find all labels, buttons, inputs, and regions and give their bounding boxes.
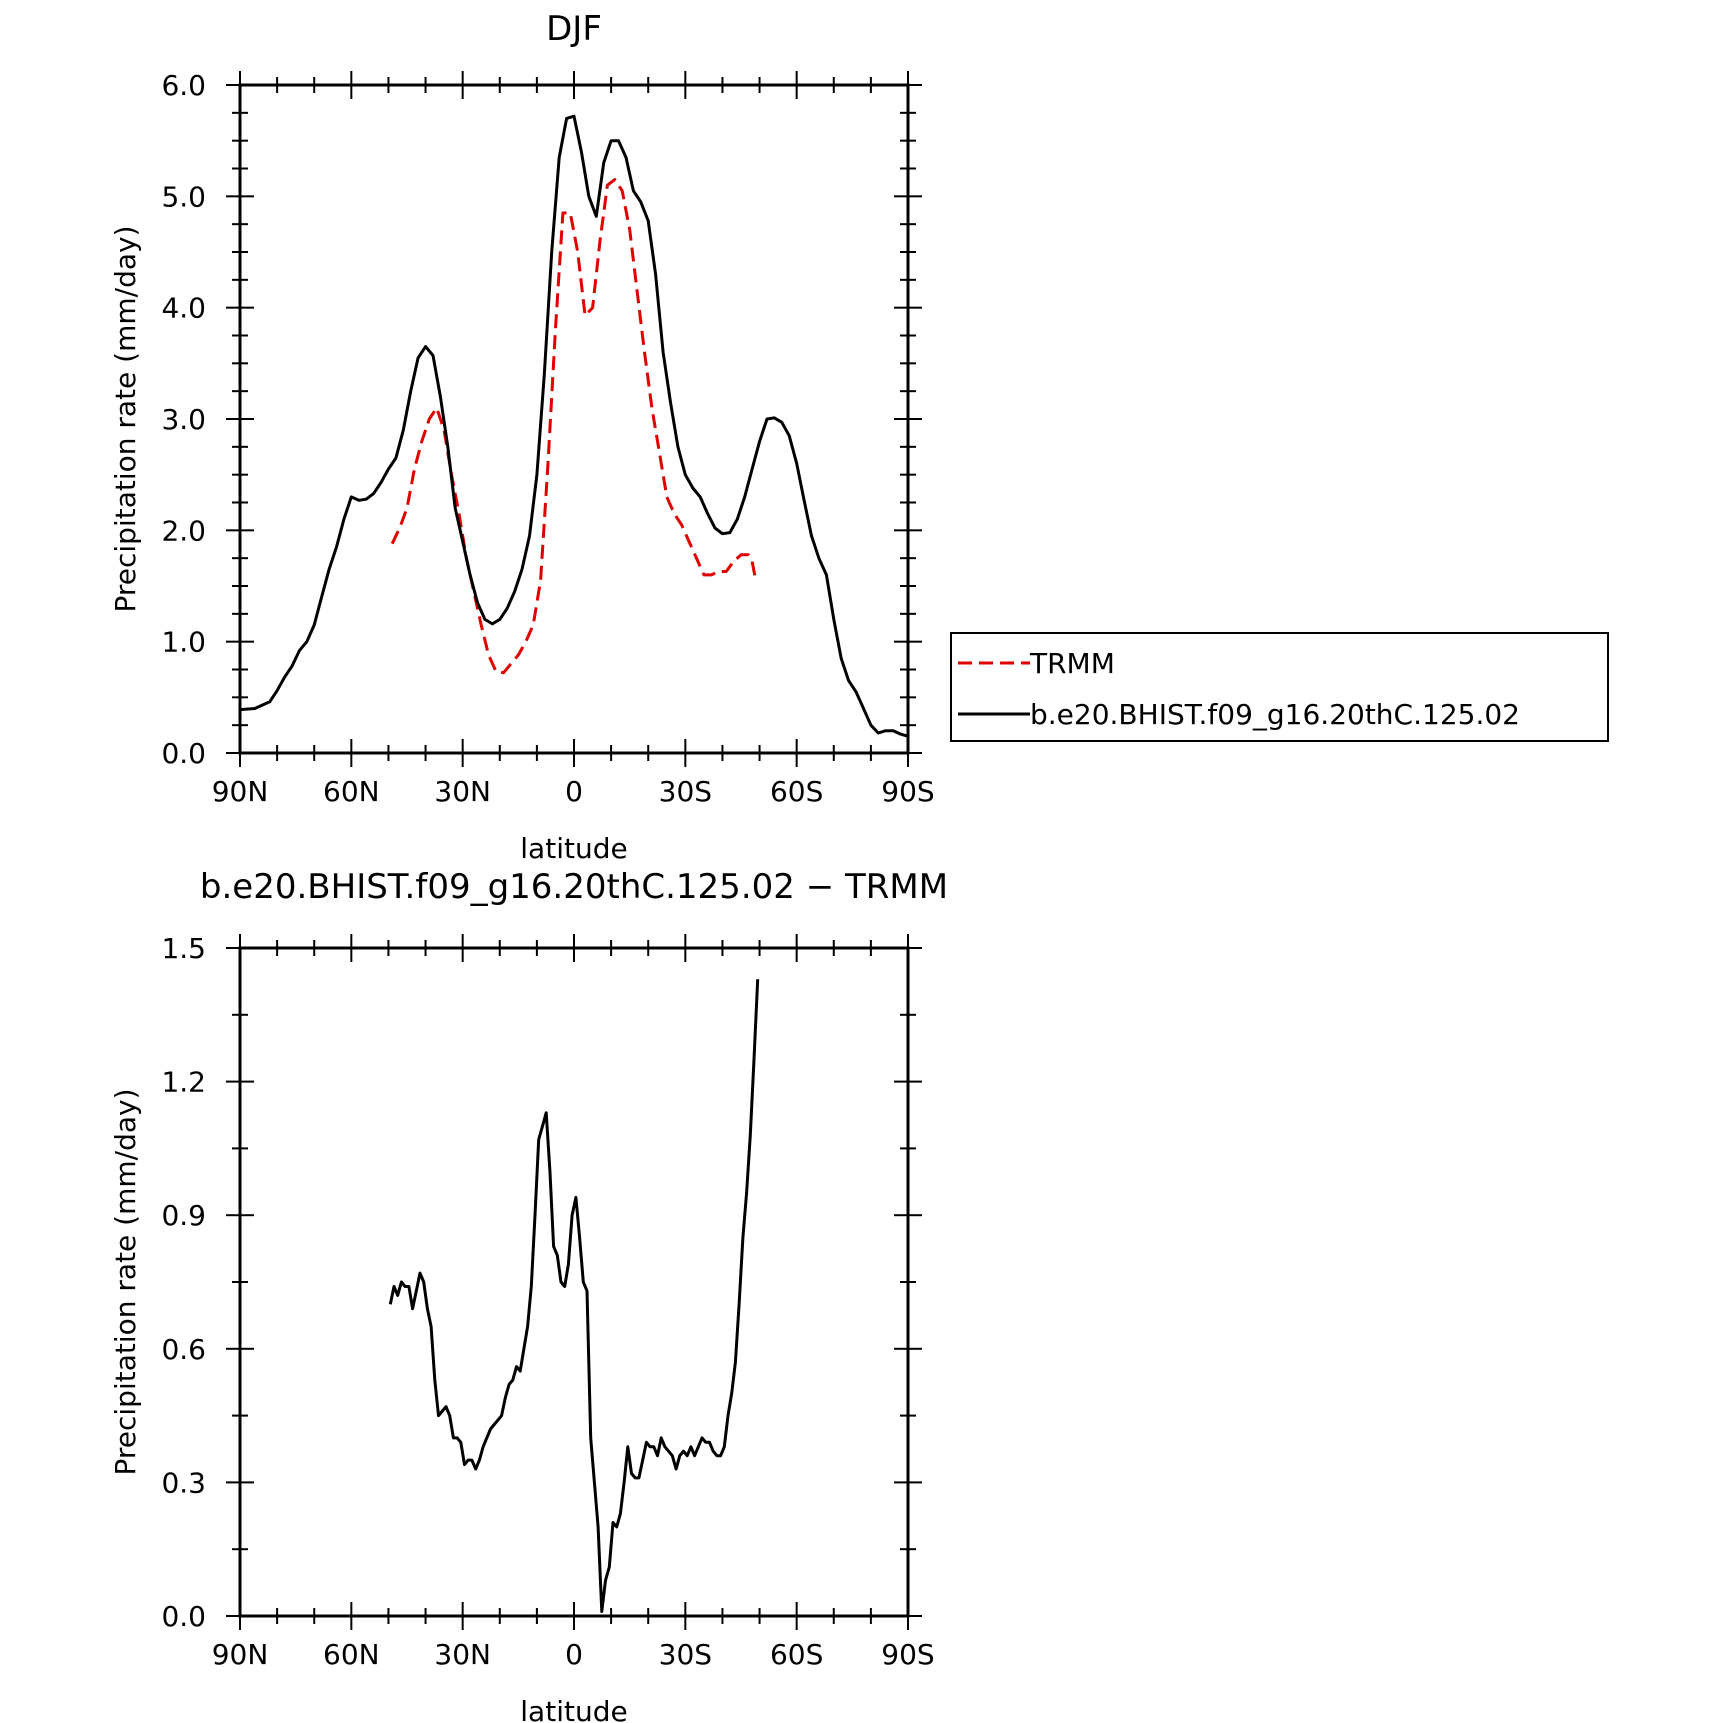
panel-top: DJF latitude Precipitation rate (mm/day)… xyxy=(109,9,1609,865)
x-tick-label: 30S xyxy=(659,775,712,808)
y-tick-label: 0.3 xyxy=(161,1466,206,1499)
panel-bottom: b.e20.BHIST.f09_g16.20thC.125.02 − TRMM … xyxy=(109,867,948,1723)
series-line-trmm xyxy=(390,178,758,675)
x-tick-label: 60N xyxy=(323,775,380,808)
y-tick-label: 0.0 xyxy=(161,1600,206,1633)
y-tick-label: 1.0 xyxy=(161,626,206,659)
plot-frame xyxy=(238,83,910,755)
y-tick-labels: 0.0 0.3 0.6 0.9 1.2 1.5 xyxy=(161,932,206,1633)
x-tick-label: 0 xyxy=(565,1638,583,1671)
x-tick-label: 90S xyxy=(881,775,934,808)
x-tick-label: 60S xyxy=(770,1638,823,1671)
legend-label-trmm: TRMM xyxy=(1029,647,1115,680)
y-tick-label: 0.9 xyxy=(161,1199,206,1232)
y-tick-label: 4.0 xyxy=(161,292,206,325)
y-tick-label: 0.0 xyxy=(161,737,206,770)
tick-marks xyxy=(226,934,922,1630)
x-tick-label: 60N xyxy=(323,1638,380,1671)
x-tick-labels: 90N 60N 30N 0 30S 60S 90S xyxy=(212,775,935,808)
chart-title: DJF xyxy=(546,9,602,49)
y-tick-label: 5.0 xyxy=(161,180,206,213)
x-tick-label: 30N xyxy=(434,775,491,808)
data-series xyxy=(239,114,909,738)
series-line-difference xyxy=(388,979,760,1613)
y-tick-label: 3.0 xyxy=(161,403,206,436)
y-tick-label: 1.5 xyxy=(161,932,206,965)
chart-title: b.e20.BHIST.f09_g16.20thC.125.02 − TRMM xyxy=(200,867,948,907)
x-tick-label: 30S xyxy=(659,1638,712,1671)
x-tick-labels: 90N 60N 30N 0 30S 60S 90S xyxy=(212,1638,935,1671)
plot-frame xyxy=(238,946,910,1618)
y-tick-label: 6.0 xyxy=(161,69,206,102)
data-series xyxy=(388,979,760,1613)
y-axis-label: Precipitation rate (mm/day) xyxy=(109,1088,142,1475)
x-tick-label: 90N xyxy=(212,1638,269,1671)
x-axis-label: latitude xyxy=(520,1695,627,1723)
tick-marks xyxy=(226,71,922,767)
x-tick-label: 90S xyxy=(881,1638,934,1671)
y-tick-labels: 0.0 1.0 2.0 3.0 4.0 5.0 6.0 xyxy=(161,69,206,770)
x-tick-label: 30N xyxy=(434,1638,491,1671)
series-line-model xyxy=(239,114,909,738)
legend-label-model: b.e20.BHIST.f09_g16.20thC.125.02 xyxy=(1030,698,1520,731)
x-tick-label: 90N xyxy=(212,775,269,808)
x-tick-label: 0 xyxy=(565,775,583,808)
y-axis-label: Precipitation rate (mm/day) xyxy=(109,225,142,612)
y-tick-label: 2.0 xyxy=(161,514,206,547)
legend-box xyxy=(950,632,1609,742)
legend: TRMM b.e20.BHIST.f09_g16.20thC.125.02 xyxy=(950,632,1609,742)
y-tick-label: 1.2 xyxy=(161,1066,206,1099)
x-tick-label: 60S xyxy=(770,775,823,808)
y-tick-label: 0.6 xyxy=(161,1333,206,1366)
x-axis-label: latitude xyxy=(520,832,627,865)
